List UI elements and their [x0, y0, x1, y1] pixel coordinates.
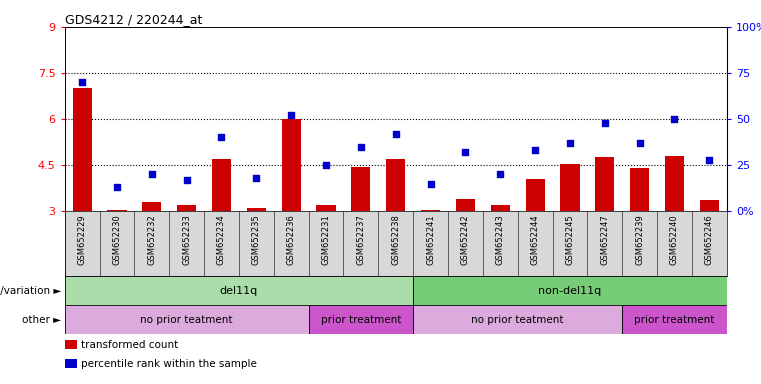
Text: GSM652247: GSM652247 — [600, 214, 610, 265]
Bar — [317, 205, 336, 211]
Point — [111, 184, 123, 190]
Point — [599, 120, 611, 126]
Point — [215, 134, 228, 141]
Text: GSM652229: GSM652229 — [78, 214, 87, 265]
Text: other ►: other ► — [22, 314, 61, 325]
Text: GSM652243: GSM652243 — [495, 214, 505, 265]
Point — [180, 177, 193, 183]
Text: GSM652244: GSM652244 — [530, 214, 540, 265]
Text: GDS4212 / 220244_at: GDS4212 / 220244_at — [65, 13, 202, 26]
Text: GSM652233: GSM652233 — [182, 214, 191, 265]
Text: GSM652246: GSM652246 — [705, 214, 714, 265]
Text: GSM652237: GSM652237 — [356, 214, 365, 265]
Bar — [595, 157, 614, 211]
Bar — [456, 199, 475, 211]
Bar — [630, 167, 649, 211]
Point — [76, 79, 88, 85]
Point — [145, 171, 158, 177]
Text: genotype/variation ►: genotype/variation ► — [0, 286, 61, 296]
Bar — [65, 276, 413, 305]
Bar — [352, 167, 371, 211]
Bar — [421, 210, 440, 211]
Text: non-del11q: non-del11q — [538, 286, 602, 296]
Text: GSM652230: GSM652230 — [113, 214, 122, 265]
Bar — [65, 359, 77, 368]
Bar — [212, 159, 231, 211]
Bar — [282, 119, 301, 211]
Bar — [309, 305, 413, 334]
Bar — [386, 159, 406, 211]
Bar — [622, 305, 727, 334]
Bar — [526, 179, 545, 211]
Point — [634, 140, 646, 146]
Text: prior treatment: prior treatment — [635, 314, 715, 325]
Bar — [413, 305, 622, 334]
Text: GSM652235: GSM652235 — [252, 214, 261, 265]
Bar — [177, 205, 196, 211]
Bar — [560, 164, 580, 211]
Bar — [72, 88, 91, 211]
Text: GSM652240: GSM652240 — [670, 214, 679, 265]
Bar — [491, 205, 510, 211]
Text: transformed count: transformed count — [81, 339, 179, 350]
Bar — [700, 200, 719, 211]
Point — [703, 157, 715, 163]
Text: GSM652241: GSM652241 — [426, 214, 435, 265]
Point — [668, 116, 680, 122]
Text: GSM652232: GSM652232 — [148, 214, 156, 265]
Text: GSM652231: GSM652231 — [322, 214, 330, 265]
Text: percentile rank within the sample: percentile rank within the sample — [81, 359, 257, 369]
Text: GSM652236: GSM652236 — [287, 214, 296, 265]
Text: GSM652245: GSM652245 — [565, 214, 575, 265]
Point — [250, 175, 263, 181]
Text: GSM652238: GSM652238 — [391, 214, 400, 265]
Point — [425, 180, 437, 187]
Point — [390, 131, 402, 137]
Point — [285, 112, 298, 118]
Point — [529, 147, 541, 154]
Text: no prior teatment: no prior teatment — [471, 314, 564, 325]
Point — [320, 162, 332, 168]
Point — [460, 149, 472, 155]
Text: no prior teatment: no prior teatment — [140, 314, 233, 325]
Text: GSM652239: GSM652239 — [635, 214, 644, 265]
Point — [355, 144, 367, 150]
Bar — [142, 202, 161, 211]
Bar — [247, 208, 266, 211]
Bar — [65, 340, 77, 349]
Text: GSM652234: GSM652234 — [217, 214, 226, 265]
Bar — [413, 276, 727, 305]
Point — [494, 171, 506, 177]
Bar — [107, 210, 126, 211]
Bar — [665, 156, 684, 211]
Text: del11q: del11q — [220, 286, 258, 296]
Point — [564, 140, 576, 146]
Text: GSM652242: GSM652242 — [461, 214, 470, 265]
Text: prior treatment: prior treatment — [320, 314, 401, 325]
Bar — [65, 305, 309, 334]
